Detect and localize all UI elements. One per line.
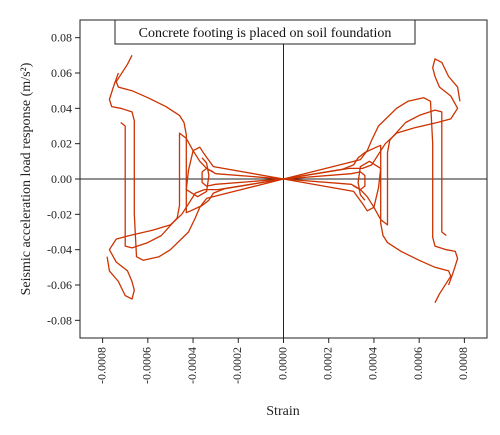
y-tick-label: -0.06: [47, 278, 72, 292]
x-tick-label: 0.0008: [456, 347, 470, 380]
y-axis-title: Seismic acceleration load response (m/s²…: [19, 62, 34, 295]
annotation-text: Concrete footing is placed on soil found…: [139, 26, 392, 41]
y-tick-label: 0.00: [51, 172, 72, 186]
series-line-7: [115, 55, 284, 214]
x-tick-label: -0.0002: [230, 347, 244, 384]
x-tick-label: 0.0004: [366, 347, 380, 380]
series-line-3: [283, 58, 461, 180]
axis-ticks: -0.0008 -0.0006 -0.0004 -0.0002 0.0000 0.0002…: [47, 31, 470, 384]
y-tick-label: 0.08: [51, 31, 72, 45]
series-line-12: [201, 167, 284, 187]
y-tick-label: 0.06: [51, 66, 72, 80]
y-tick-label: 0.02: [51, 137, 72, 151]
x-tick-label: -0.0008: [94, 347, 108, 384]
series-line-8: [108, 72, 284, 261]
x-tick-label: 0.0002: [320, 347, 334, 380]
x-axis-title: Strain: [266, 404, 299, 419]
y-tick-label: -0.02: [47, 207, 72, 221]
x-tick-label: 0.0000: [275, 347, 289, 380]
series-line-1: [283, 144, 452, 303]
series-line-9: [106, 178, 284, 300]
x-tick-label: -0.0004: [185, 347, 199, 384]
series-line-2: [283, 97, 459, 286]
series-line-5: [283, 160, 382, 212]
y-tick-label: -0.04: [47, 243, 72, 257]
series-line-6: [283, 171, 366, 191]
series-line-11: [185, 146, 284, 198]
x-tick-label: -0.0006: [140, 347, 154, 384]
y-tick-label: 0.04: [51, 101, 72, 115]
y-tick-label: -0.08: [47, 313, 72, 327]
x-tick-label: 0.0006: [411, 347, 425, 380]
annotation-box: Concrete footing is placed on soil found…: [114, 19, 416, 45]
series-line-10: [120, 121, 284, 249]
series-layer: [106, 55, 461, 303]
series-line-4: [283, 109, 447, 237]
